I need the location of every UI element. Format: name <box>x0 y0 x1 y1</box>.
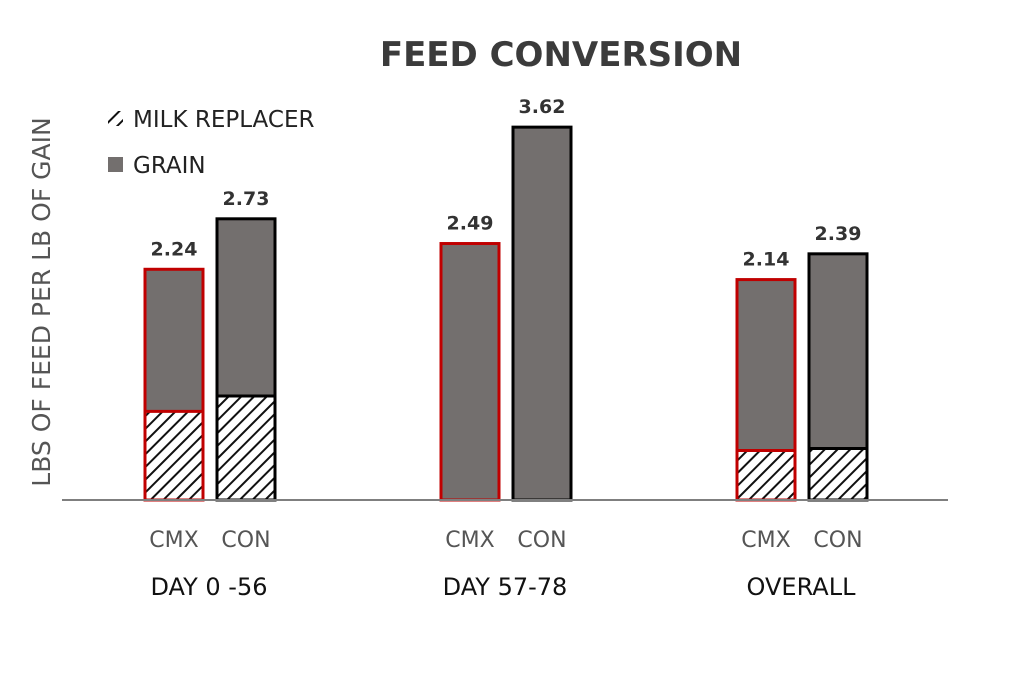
bar-day-0-56-con-milk-replacer-segment <box>217 395 275 500</box>
bar-overall-cmx-grain-segment <box>737 279 795 451</box>
bar-day-0-56-con-category-label: CON <box>221 528 270 553</box>
bar-overall-con-milk-replacer-segment <box>809 448 867 500</box>
bar-day-0-56-cmx-grain-segment <box>145 269 203 412</box>
group-label-day-57-78: DAY 57-78 <box>443 573 568 601</box>
bar-day-0-56-cmx-category-label: CMX <box>149 528 198 553</box>
bar-overall-con-value-label: 2.39 <box>815 223 862 245</box>
bar-day-57-78-cmx-value-label: 2.49 <box>447 213 494 235</box>
legend-label-milk-replacer: MILK REPLACER <box>133 107 314 133</box>
bar-day-57-78-con-grain-segment <box>513 127 571 500</box>
bar-overall-cmx-milk-replacer-segment <box>737 450 795 500</box>
bar-day-57-78-con-category-label: CON <box>517 528 566 553</box>
group-label-overall: OVERALL <box>747 573 857 601</box>
y-axis-label: LBS OF FEED PER LB OF GAIN <box>27 117 56 486</box>
legend-label-grain: GRAIN <box>133 153 206 179</box>
bar-day-0-56-con-value-label: 2.73 <box>223 188 270 210</box>
bar-overall-con-category-label: CON <box>813 528 862 553</box>
chart-title: FEED CONVERSION <box>380 35 742 75</box>
bar-day-0-56-con-grain-segment <box>217 218 275 396</box>
bar-day-57-78-con-value-label: 3.62 <box>519 96 566 118</box>
legend: MILK REPLACER GRAIN <box>108 107 314 179</box>
bar-day-57-78-cmx-category-label: CMX <box>445 528 494 553</box>
bars-layer: 2.24 CMX 2.73 CON DAY 0 -56 2.49 CMX 3.62 CON DAY… <box>143 96 869 601</box>
legend-swatch-grain <box>108 157 123 172</box>
legend-swatch-milk-replacer <box>108 111 123 126</box>
bar-day-0-56-cmx-milk-replacer-segment <box>145 411 203 500</box>
group-label-day-0-56: DAY 0 -56 <box>151 573 268 601</box>
bar-overall-cmx-category-label: CMX <box>741 528 790 553</box>
bar-overall-cmx-value-label: 2.14 <box>743 249 790 271</box>
bar-day-57-78-cmx-grain-segment <box>441 243 499 500</box>
bar-overall-con-grain-segment <box>809 253 867 449</box>
bar-day-0-56-cmx-value-label: 2.24 <box>151 238 198 260</box>
